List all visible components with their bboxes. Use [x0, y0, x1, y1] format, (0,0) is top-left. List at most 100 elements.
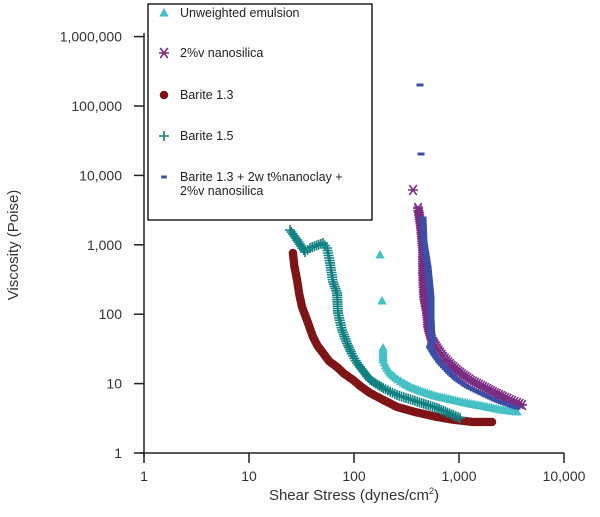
data-point	[455, 413, 466, 424]
data-point-fill	[451, 376, 459, 380]
data-point-fill	[427, 302, 435, 306]
data-point-fill	[428, 331, 436, 335]
data-point-fill	[448, 373, 456, 377]
data-point-fill	[432, 355, 440, 359]
data-point-fill	[436, 404, 447, 415]
series-plus	[285, 225, 466, 424]
data-point-fill	[427, 293, 435, 297]
data-point-fill	[428, 333, 436, 337]
x-axis-title-main: Shear Stress (dynes/cm	[269, 487, 429, 504]
legend-label: 2%v nanosilica	[180, 46, 263, 60]
x-tick-label: 100	[342, 468, 366, 484]
data-point	[445, 370, 453, 374]
data-point-fill	[425, 274, 433, 278]
data-point-fill	[421, 249, 429, 253]
x-axis-title-superscript: 2	[429, 486, 434, 496]
data-point	[427, 295, 435, 299]
data-point-fill	[427, 313, 435, 317]
data-point	[408, 184, 419, 196]
series-dash	[416, 83, 521, 410]
data-point-fill	[424, 270, 432, 274]
data-point	[436, 361, 444, 365]
series-layer	[285, 83, 527, 427]
data-point-fill	[441, 367, 449, 371]
legend-item: Barite 1.3 + 2w t%nanoclay +2%v nanosili…	[161, 170, 343, 198]
data-point	[426, 345, 434, 349]
data-point-fill	[419, 221, 427, 225]
x-axis-title: Shear Stress (dynes/cm2)	[269, 486, 439, 504]
data-point-fill	[438, 405, 449, 416]
y-ticks: 1 10 100 1,000 10,000 100,000 1,000,000	[60, 29, 144, 461]
data-point-fill	[419, 218, 427, 222]
data-point-fill	[376, 381, 387, 392]
data-point-fill	[448, 410, 459, 421]
data-point-fill	[446, 409, 457, 420]
legend-label: 2%v nanosilica	[180, 184, 263, 198]
axes: 1 10 100 1,000 10,000 100,000 1,000,000 1 10 100…	[60, 29, 586, 484]
y-tick-label: 1,000	[87, 237, 122, 253]
data-point-fill	[338, 329, 349, 340]
data-point	[337, 325, 348, 336]
data-point-fill	[341, 336, 352, 347]
y-tick-label: 100	[99, 306, 123, 322]
data-point-fill	[427, 304, 435, 308]
legend-box	[147, 3, 373, 221]
data-point-fill	[427, 340, 435, 344]
data-point-fill	[427, 320, 435, 324]
y-axis-title: Viscosity (Poise)	[5, 190, 22, 301]
series-circle	[288, 248, 497, 427]
legend-marker-triangle	[159, 8, 169, 17]
data-point-fill	[328, 279, 339, 290]
data-point-fill	[423, 256, 431, 260]
data-point-fill	[340, 333, 351, 344]
data-point	[377, 295, 387, 305]
data-point-fill	[339, 331, 350, 342]
legend-marker-plus	[159, 131, 169, 141]
data-point-fill	[425, 272, 433, 276]
data-point-fill	[345, 346, 356, 357]
data-point-fill	[380, 384, 391, 395]
data-point-fill	[427, 327, 435, 331]
data-point-fill	[387, 387, 398, 398]
data-point-fill	[426, 286, 434, 290]
data-point-fill	[423, 260, 431, 264]
data-point-fill	[307, 242, 318, 253]
x-ticks: 1 10 100 1,000 10,000	[140, 453, 586, 484]
data-point	[304, 243, 315, 254]
data-point-fill	[420, 233, 428, 237]
data-point-fill	[440, 365, 448, 369]
data-point-fill	[442, 407, 453, 418]
data-point-fill	[421, 245, 429, 249]
data-point	[430, 353, 438, 357]
data-point-fill	[434, 403, 445, 414]
data-point-fill	[423, 258, 431, 262]
data-point-fill	[427, 306, 435, 310]
data-point-fill	[427, 324, 435, 328]
y-tick-label: 100,000	[71, 98, 122, 114]
data-point-fill	[420, 242, 428, 246]
legend-marker-circle	[159, 90, 169, 100]
data-point	[417, 152, 425, 156]
data-point	[424, 265, 432, 269]
data-point	[378, 383, 389, 394]
data-point	[420, 240, 428, 244]
data-point-fill	[435, 359, 443, 363]
data-point-fill	[426, 281, 434, 285]
data-point-fill	[427, 317, 435, 321]
data-point-fill	[452, 412, 463, 423]
data-point-fill	[427, 290, 435, 294]
data-point-fill	[420, 235, 428, 239]
data-point-fill	[422, 251, 430, 255]
data-point-fill	[444, 408, 455, 419]
data-point-fill	[385, 386, 396, 397]
data-point-fill	[427, 322, 435, 326]
data-point	[487, 417, 497, 427]
legend-label: Barite 1.3	[180, 88, 234, 102]
legend-marker-asterisk	[159, 47, 169, 59]
data-point-fill	[427, 297, 435, 301]
legend-label: Barite 1.5	[180, 129, 234, 143]
data-point-fill	[428, 336, 436, 340]
data-point-fill	[438, 363, 446, 367]
